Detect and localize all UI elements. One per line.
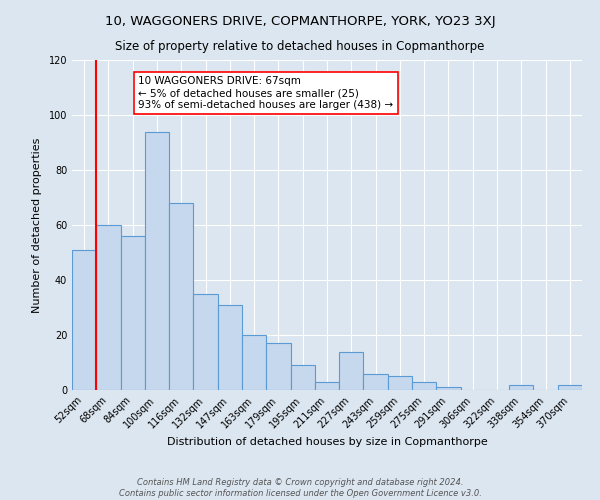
X-axis label: Distribution of detached houses by size in Copmanthorpe: Distribution of detached houses by size … bbox=[167, 437, 487, 447]
Text: Contains HM Land Registry data © Crown copyright and database right 2024.
Contai: Contains HM Land Registry data © Crown c… bbox=[119, 478, 481, 498]
Bar bbox=[388, 376, 412, 390]
Bar bbox=[72, 250, 96, 390]
Bar bbox=[193, 294, 218, 390]
Bar bbox=[145, 132, 169, 390]
Bar bbox=[364, 374, 388, 390]
Bar bbox=[436, 387, 461, 390]
Text: 10 WAGGONERS DRIVE: 67sqm
← 5% of detached houses are smaller (25)
93% of semi-d: 10 WAGGONERS DRIVE: 67sqm ← 5% of detach… bbox=[139, 76, 394, 110]
Bar bbox=[121, 236, 145, 390]
Bar bbox=[290, 365, 315, 390]
Bar bbox=[242, 335, 266, 390]
Bar bbox=[266, 343, 290, 390]
Text: 10, WAGGONERS DRIVE, COPMANTHORPE, YORK, YO23 3XJ: 10, WAGGONERS DRIVE, COPMANTHORPE, YORK,… bbox=[104, 15, 496, 28]
Bar bbox=[169, 203, 193, 390]
Bar bbox=[315, 382, 339, 390]
Bar bbox=[558, 384, 582, 390]
Bar bbox=[412, 382, 436, 390]
Bar bbox=[218, 304, 242, 390]
Text: Size of property relative to detached houses in Copmanthorpe: Size of property relative to detached ho… bbox=[115, 40, 485, 53]
Bar bbox=[96, 225, 121, 390]
Y-axis label: Number of detached properties: Number of detached properties bbox=[32, 138, 41, 312]
Bar bbox=[339, 352, 364, 390]
Bar bbox=[509, 384, 533, 390]
